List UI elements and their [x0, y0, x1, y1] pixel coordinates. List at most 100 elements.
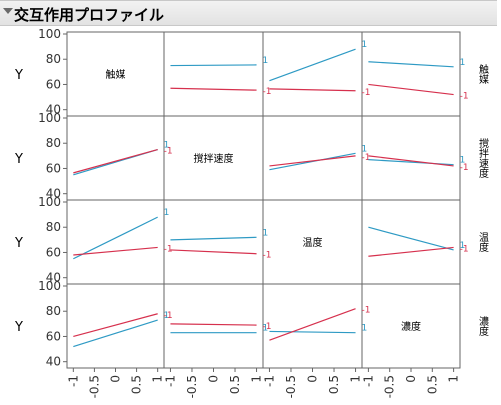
series-end-label: 1	[263, 56, 269, 66]
y-tick-label: 80	[46, 220, 61, 234]
series-end-label: -1	[460, 92, 469, 102]
y-tick-label: 40	[46, 187, 61, 201]
series-end-label: 1	[263, 324, 269, 334]
y-tick-label: 40	[46, 271, 61, 285]
x-tick-label: -0.5	[87, 375, 101, 398]
x-tick-label: -1	[262, 375, 276, 387]
series-end-label: -1	[362, 306, 371, 316]
series-end-label: 1	[164, 208, 170, 218]
y-tick-label: 60	[46, 329, 61, 343]
series-line	[170, 236, 257, 241]
x-tick-label: 1	[447, 375, 461, 383]
series-end-label: -1	[362, 88, 371, 98]
panel-frame	[262, 283, 363, 369]
y-tick-label: 40	[46, 355, 61, 369]
series-end-label: 1	[460, 241, 466, 251]
report-title: 交互作用プロファイル	[14, 6, 165, 24]
y-tick-label: 60	[46, 245, 61, 259]
series-end-label: -1	[263, 322, 272, 332]
y-axis-label: Y	[14, 236, 23, 251]
y-axis-label: Y	[14, 68, 23, 83]
panel-frame	[361, 115, 461, 201]
panel-frame	[163, 31, 264, 117]
x-tick-label: -1	[66, 375, 80, 387]
series-line	[170, 249, 257, 255]
series-end-label: -1	[263, 251, 272, 261]
disclosure-triangle-icon[interactable]	[3, 8, 13, 14]
panel-frame	[361, 31, 461, 117]
panel-frame	[262, 31, 363, 117]
series-end-label: -1	[362, 153, 371, 163]
panel-frame	[163, 283, 264, 369]
series-end-label: -1	[164, 147, 173, 157]
x-tick-label: 1	[250, 375, 264, 383]
y-tick-label: 60	[46, 161, 61, 175]
panel-frame	[66, 115, 165, 201]
panel-frame	[262, 199, 363, 285]
row-factor-label: 触媒	[477, 63, 489, 85]
panel-frame	[66, 199, 165, 285]
series-end-label: 1	[164, 141, 170, 151]
series-line	[73, 246, 158, 256]
x-tick-label: 0	[207, 375, 221, 383]
series-line	[170, 323, 257, 326]
y-tick-label: 40	[46, 103, 61, 117]
x-tick-label: -0.5	[185, 375, 199, 398]
row-factor-label: 濃度	[477, 315, 489, 337]
factor-label: 温度	[303, 236, 323, 249]
series-end-label: 1	[164, 311, 170, 321]
panel-frame	[163, 199, 264, 285]
y-tick-label: 80	[46, 136, 61, 150]
x-tick-label: 0	[404, 375, 418, 383]
series-end-label: 1	[362, 324, 368, 334]
series-line	[368, 155, 454, 167]
x-tick-label: 0	[109, 375, 123, 383]
series-line	[368, 83, 454, 96]
factor-label: 撹拌速度	[194, 152, 234, 165]
factor-label: 触媒	[106, 68, 126, 81]
y-tick-label: 100	[38, 111, 61, 125]
series-line	[269, 48, 356, 82]
panel-frame	[66, 31, 165, 117]
y-axis-label: Y	[14, 320, 23, 335]
series-line	[368, 246, 454, 257]
series-line	[170, 87, 257, 91]
x-tick-label: -1	[163, 375, 177, 387]
x-tick-label: 0	[306, 375, 320, 383]
series-line	[73, 319, 158, 348]
row-factor-label: 撹拌速度	[477, 137, 489, 179]
y-tick-label: 80	[46, 304, 61, 318]
series-end-label: 1	[460, 58, 466, 68]
series-end-label: 1	[263, 228, 269, 238]
series-line	[269, 330, 356, 334]
series-end-label: 1	[362, 144, 368, 154]
series-end-label: -1	[263, 87, 272, 97]
series-line	[269, 155, 356, 167]
series-line	[73, 148, 158, 174]
series-end-label: -1	[460, 244, 469, 254]
series-line	[368, 226, 454, 251]
x-tick-label: 0.5	[130, 375, 144, 394]
row-factor-label: 温度	[477, 232, 489, 253]
x-tick-label: 1	[151, 375, 165, 383]
series-line	[73, 216, 158, 260]
panel-frame	[66, 283, 165, 369]
y-tick-label: 100	[38, 27, 61, 41]
outline-header: 交互作用プロファイル	[0, 0, 497, 26]
series-end-label: -1	[164, 244, 173, 254]
series-line	[170, 64, 257, 67]
series-line	[269, 88, 356, 92]
y-tick-label: 100	[38, 279, 61, 293]
series-line	[73, 313, 158, 338]
series-end-label: 1	[362, 40, 368, 50]
series-line	[269, 308, 356, 341]
series-end-label: -1	[164, 311, 173, 321]
series-end-label: 1	[460, 156, 466, 166]
series-line	[368, 61, 454, 68]
x-tick-label: 0.5	[228, 375, 242, 394]
y-tick-label: 80	[46, 52, 61, 66]
y-tick-label: 100	[38, 195, 61, 209]
y-tick-label: 60	[46, 77, 61, 91]
x-tick-label: 0.5	[425, 375, 439, 394]
